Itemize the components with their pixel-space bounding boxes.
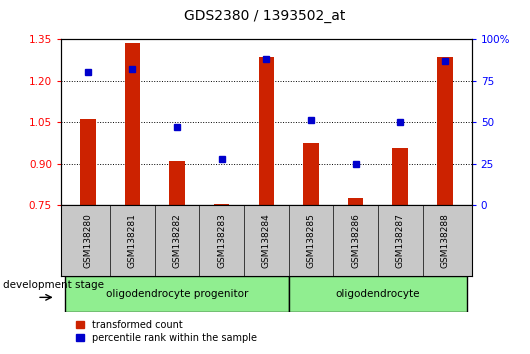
Bar <box>259 57 274 205</box>
Text: oligodendrocyte progenitor: oligodendrocyte progenitor <box>106 289 248 299</box>
Bar <box>169 161 185 205</box>
Text: GSM138285: GSM138285 <box>306 213 315 268</box>
Text: GDS2380 / 1393502_at: GDS2380 / 1393502_at <box>184 9 346 23</box>
Text: GSM138283: GSM138283 <box>217 213 226 268</box>
Bar <box>80 119 95 205</box>
Bar <box>348 198 364 205</box>
Bar <box>125 43 140 205</box>
Bar <box>65 276 289 312</box>
Bar <box>437 57 453 205</box>
Text: GSM138280: GSM138280 <box>83 213 92 268</box>
Text: GSM138287: GSM138287 <box>396 213 405 268</box>
Text: GSM138286: GSM138286 <box>351 213 360 268</box>
Legend: transformed count, percentile rank within the sample: transformed count, percentile rank withi… <box>76 320 257 343</box>
Text: GSM138284: GSM138284 <box>262 213 271 268</box>
Text: GSM138282: GSM138282 <box>173 213 182 268</box>
Bar <box>289 276 467 312</box>
Text: GSM138281: GSM138281 <box>128 213 137 268</box>
Text: GSM138288: GSM138288 <box>440 213 449 268</box>
Text: development stage: development stage <box>3 280 104 290</box>
Bar <box>214 204 229 205</box>
Bar <box>303 143 319 205</box>
Bar <box>392 148 408 205</box>
Text: oligodendrocyte: oligodendrocyte <box>335 289 420 299</box>
